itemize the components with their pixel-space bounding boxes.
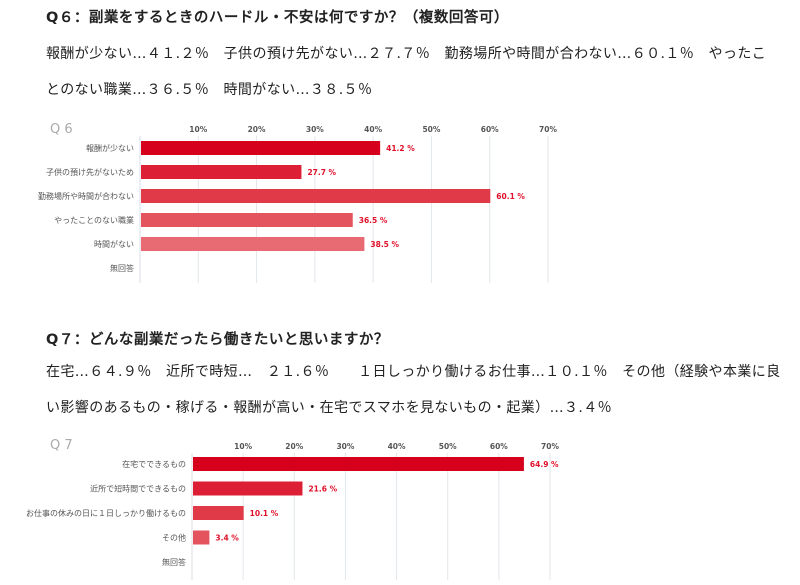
tick-label: 70% [541, 442, 559, 451]
bar [141, 213, 353, 227]
data-label: 60.1 % [496, 192, 525, 201]
tick-label: 40% [388, 442, 406, 451]
bar [141, 237, 365, 251]
q6-summary-line-2: とのない職業…３６.５％ 時間がない…３８.５％ [46, 82, 373, 98]
category-label: 在宅でできるもの [122, 459, 186, 469]
data-label: 27.7 % [307, 168, 336, 177]
tick-label: 40% [364, 125, 382, 134]
data-label: 64.9 % [530, 460, 559, 469]
data-label: 10.1 % [250, 509, 279, 518]
category-label: 時間がない [94, 239, 134, 249]
tick-label: 60% [481, 125, 499, 134]
category-label: 子供の預け先がないため [46, 167, 134, 177]
q7-heading: Q７：どんな副業だったら働きたいと思いますか？ [46, 332, 389, 348]
bar [193, 457, 524, 471]
data-label: 36.5 % [359, 216, 388, 225]
category-label: 近所で短時間でできるもの [90, 484, 186, 494]
bar [193, 506, 244, 520]
category-label: 報酬が少ない [86, 143, 134, 153]
chart-title: Q 6 [50, 122, 73, 137]
data-label: 38.5 % [370, 240, 399, 249]
tick-label: 60% [490, 442, 508, 451]
tick-label: 30% [336, 442, 354, 451]
q7-summary-line-1: 在宅…６４.９％ 近所で時短… ２１.６％ １日しっかり働けるお仕事…１０.１％… [46, 364, 781, 380]
tick-label: 70% [539, 125, 557, 134]
category-label: やったことのない職業 [54, 215, 134, 225]
category-label: 無回答 [162, 557, 186, 567]
tick-label: 50% [422, 125, 440, 134]
data-label: 3.4 % [215, 534, 239, 543]
category-label: 勤務場所や時間が合わない [38, 191, 134, 201]
tick-label: 20% [285, 442, 303, 451]
data-label: 21.6 % [308, 485, 337, 494]
bar [193, 481, 303, 496]
bar [141, 141, 381, 155]
category-label: 無回答 [110, 263, 134, 273]
bar [193, 530, 210, 545]
bar [141, 189, 491, 203]
tick-label: 30% [306, 125, 324, 134]
tick-label: 50% [439, 442, 457, 451]
data-label: 41.2 % [386, 144, 415, 153]
category-label: その他 [162, 533, 186, 543]
q6-summary-line-1: 報酬が少ない…４１.２％ 子供の預け先がない…２７.７％ 勤務場所や時間が合わな… [46, 46, 767, 62]
tick-label: 10% [234, 442, 252, 451]
tick-label: 20% [248, 125, 266, 134]
tick-label: 10% [189, 125, 207, 134]
category-label: お仕事の休みの日に１日しっかり働けるもの [26, 508, 186, 518]
q6-heading: Q６：副業をするときのハードル・不安は何ですか？（複数回答可） [46, 10, 509, 26]
q7-summary-line-2: い影響のあるもの・稼げる・報酬が高い・在宅でスマホを見ないもの・起業）…３.４％ [46, 400, 613, 416]
chart-title: Q 7 [50, 438, 73, 453]
bar [141, 165, 302, 179]
